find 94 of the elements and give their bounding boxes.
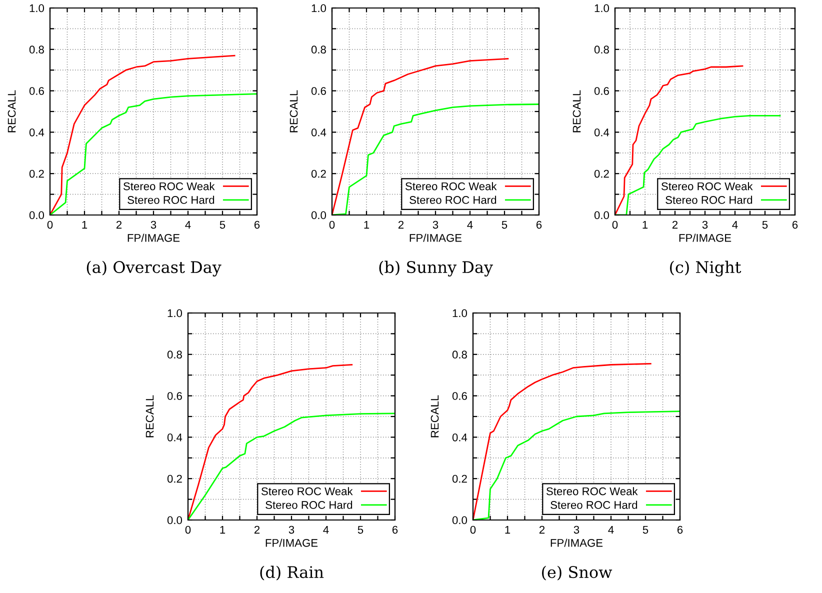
text: (b) Sunny Day <box>379 260 493 276</box>
line-series <box>473 363 652 520</box>
x-tick-label: 3 <box>288 526 294 534</box>
x-tick-label: 2 <box>398 220 404 229</box>
x-tick-label: 5 <box>220 220 226 229</box>
legend-label: Stereo ROC Weak <box>405 182 497 190</box>
x-axis-title: FP/IMAGE <box>410 234 462 242</box>
y-axis-title: RECALL <box>8 90 16 132</box>
text: (e) Snow <box>542 566 612 580</box>
line-series <box>332 58 509 215</box>
y-tick-label: 1.0 <box>30 4 44 12</box>
y-tick-label: 0.4 <box>452 433 468 442</box>
y-tick-label: 0.2 <box>29 170 44 178</box>
y-tick-label: 0.4 <box>29 128 44 136</box>
x-tick-label: 6 <box>792 220 798 229</box>
x-tick-label: 6 <box>677 526 683 534</box>
legend-label: Stereo ROC Hard <box>410 196 496 204</box>
x-tick-label: 3 <box>574 526 580 534</box>
y-axis-title: RECALL <box>572 90 581 132</box>
y-tick-label: 0.2 <box>311 170 326 178</box>
text: (a) Overcast Day <box>86 260 222 276</box>
legend-label: Stereo ROC Hard <box>266 500 352 509</box>
y-tick-label: 0.0 <box>594 211 610 220</box>
x-tick-label: 4 <box>323 526 329 534</box>
x-tick-label: 0 <box>185 526 191 534</box>
x-tick-label: 0 <box>47 220 53 229</box>
x-tick-label: 1 <box>642 220 648 229</box>
y-tick-label: 0.8 <box>167 350 182 359</box>
y-tick-label: 1.0 <box>594 4 610 12</box>
legend-label: Stereo ROC Hard <box>666 196 752 204</box>
y-tick-label: 0.8 <box>594 46 609 54</box>
x-tick-label: 0 <box>329 220 335 229</box>
x-tick-label: 1 <box>364 220 370 229</box>
y-tick-label: 0.8 <box>29 46 44 54</box>
x-tick-label: 2 <box>672 220 678 229</box>
y-tick-label: 0.6 <box>29 87 44 95</box>
y-tick-label: 0.4 <box>594 128 610 136</box>
x-axis-title: FP/IMAGE <box>550 538 603 547</box>
x-tick-label: 5 <box>502 220 508 229</box>
y-tick-label: 0.2 <box>452 474 467 483</box>
x-tick-label: 0 <box>612 220 618 229</box>
legend-label: Stereo ROC Weak <box>546 487 638 496</box>
x-tick-label: 4 <box>608 526 614 534</box>
line-series <box>188 364 353 520</box>
y-tick-label: 0.6 <box>594 87 609 95</box>
x-tick-label: 1 <box>220 526 226 534</box>
x-tick-label: 2 <box>116 220 122 229</box>
y-tick-label: 0.2 <box>167 474 182 483</box>
x-tick-label: 3 <box>150 220 156 229</box>
y-tick-label: 0.0 <box>452 516 468 524</box>
x-axis-title: FP/IMAGE <box>679 234 732 242</box>
y-tick-label: 0.0 <box>29 211 44 220</box>
line-series <box>50 54 236 215</box>
legend-label: Stereo ROC Weak <box>661 182 753 190</box>
x-tick-label: 6 <box>254 220 260 229</box>
x-tick-label: 6 <box>536 220 542 229</box>
x-tick-label: 2 <box>254 526 260 534</box>
y-tick-label: 0.0 <box>311 211 326 220</box>
text: (d) Rain <box>260 566 324 580</box>
y-tick-label: 0.2 <box>594 170 609 178</box>
y-tick-label: 0.6 <box>311 87 326 95</box>
x-tick-label: 5 <box>358 526 364 534</box>
x-axis-title: FP/IMAGE <box>128 234 180 242</box>
legend-label: Stereo ROC Hard <box>128 196 214 204</box>
x-tick-label: 4 <box>185 220 191 229</box>
x-tick-label: 5 <box>642 526 648 534</box>
y-axis-title: RECALL <box>146 395 154 438</box>
text: (c) Night <box>670 260 742 276</box>
x-tick-label: 4 <box>467 220 473 229</box>
y-tick-label: 0.0 <box>167 516 182 524</box>
x-tick-label: 3 <box>702 220 708 229</box>
x-axis-title: FP/IMAGE <box>266 538 318 547</box>
x-tick-label: 3 <box>432 220 438 229</box>
x-tick-label: 0 <box>470 526 476 534</box>
x-tick-label: 1 <box>82 220 88 229</box>
legend-label: Stereo ROC Weak <box>261 487 353 496</box>
legend-label: Stereo ROC Weak <box>123 182 215 190</box>
y-tick-label: 0.8 <box>311 46 326 54</box>
y-tick-label: 0.4 <box>167 433 182 442</box>
y-axis-title: RECALL <box>290 90 298 132</box>
x-tick-label: 2 <box>539 526 545 534</box>
x-tick-label: 5 <box>762 220 768 229</box>
y-tick-label: 1.0 <box>452 309 468 318</box>
y-tick-label: 0.6 <box>167 392 182 400</box>
y-tick-label: 0.6 <box>452 392 467 400</box>
y-tick-label: 0.4 <box>311 128 326 136</box>
y-tick-label: 1.0 <box>168 309 182 318</box>
x-tick-label: 4 <box>732 220 738 229</box>
y-tick-label: 1.0 <box>312 4 326 12</box>
x-tick-label: 1 <box>505 526 510 534</box>
y-tick-label: 0.8 <box>452 350 467 359</box>
x-tick-label: 6 <box>392 526 398 534</box>
legend-label: Stereo ROC Hard <box>550 500 638 509</box>
y-axis-title: RECALL <box>430 395 439 438</box>
